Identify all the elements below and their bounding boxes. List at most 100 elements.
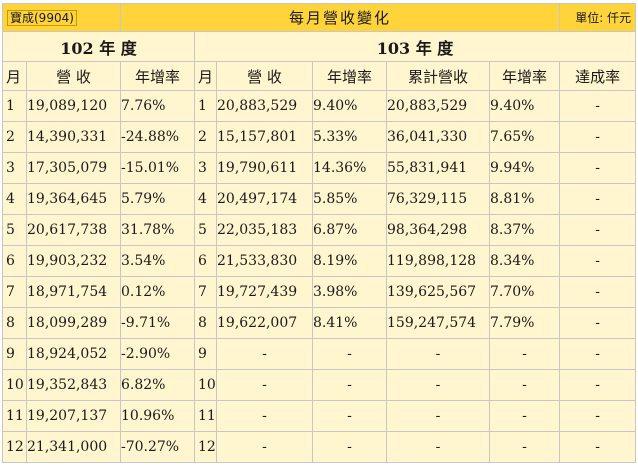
yoy-102-cell: -2.90%: [120, 338, 195, 370]
monthly-revenue-panel: 寶成(9904) 每月營收變化 單位: 仟元 102 年 度 103 年 度 月…: [2, 3, 637, 463]
month-103-cell: 7: [194, 276, 217, 308]
month-103-cell: 12: [194, 431, 217, 463]
page-title: 每月營收變化: [119, 3, 561, 32]
achievement-103-cell: -: [559, 369, 637, 401]
col-header-cumulative-yoy-103: 年增率: [488, 61, 561, 91]
cumulative-103-cell: -: [386, 338, 490, 370]
month-103-cell: 5: [194, 214, 217, 246]
month-102-cell: 12: [2, 431, 27, 463]
yoy-102-cell: 6.82%: [120, 369, 195, 401]
cumulative-yoy-103-cell: -: [488, 431, 561, 463]
month-102-cell: 11: [2, 400, 27, 432]
yoy-102-cell: -70.27%: [120, 431, 195, 463]
revenue-102-cell: 18,099,289: [26, 307, 121, 339]
table-row: 3 17,305,079 -15.01% 3 19,790,611 14.36% 55,83…: [2, 152, 637, 184]
col-header-yoy-102: 年增率: [120, 61, 195, 91]
yoy-103-cell: -: [312, 431, 387, 463]
revenue-102-cell: 17,305,079: [26, 152, 121, 184]
revenue-103-cell: 19,727,439: [216, 276, 313, 308]
revenue-103-cell: 19,622,007: [216, 307, 313, 339]
achievement-103-cell: -: [559, 307, 637, 339]
cumulative-103-cell: 159,247,574: [386, 307, 490, 339]
table-row: 5 20,617,738 31.78% 5 22,035,183 6.87% 98,364,…: [2, 214, 637, 246]
title-row: 寶成(9904) 每月營收變化 單位: 仟元: [2, 3, 637, 32]
column-header-row: 月 營 收 年增率 月 營 收 年增率 累計營收 年增率 達成率: [2, 61, 637, 91]
month-103-cell: 3: [194, 152, 217, 184]
table-row: 6 19,903,232 3.54% 6 21,533,830 8.19% 119,898,…: [2, 245, 637, 277]
table-row: 2 14,390,331 -24.88% 2 15,157,801 5.33% 36,041…: [2, 121, 637, 153]
revenue-103-cell: -: [216, 338, 313, 370]
cumulative-yoy-103-cell: -: [488, 369, 561, 401]
unit-label: 單位: 仟元: [559, 3, 637, 32]
month-102-cell: 7: [2, 276, 27, 308]
col-header-month-102: 月: [2, 61, 27, 91]
cumulative-yoy-103-cell: 7.65%: [488, 121, 561, 153]
month-103-cell: 2: [194, 121, 217, 153]
revenue-102-cell: 19,089,120: [26, 90, 121, 122]
achievement-103-cell: -: [559, 152, 637, 184]
cumulative-103-cell: 119,898,128: [386, 245, 490, 277]
month-102-cell: 3: [2, 152, 27, 184]
col-header-revenue-103: 營 收: [216, 61, 313, 91]
cumulative-103-cell: 36,041,330: [386, 121, 490, 153]
stock-label-cell: 寶成(9904): [2, 3, 121, 32]
achievement-103-cell: -: [559, 183, 637, 215]
revenue-102-cell: 19,352,843: [26, 369, 121, 401]
month-103-cell: 1: [194, 90, 217, 122]
cumulative-yoy-103-cell: 7.79%: [488, 307, 561, 339]
revenue-103-cell: 20,497,174: [216, 183, 313, 215]
month-102-cell: 9: [2, 338, 27, 370]
cumulative-103-cell: 20,883,529: [386, 90, 490, 122]
yoy-103-cell: 5.85%: [312, 183, 387, 215]
revenue-102-cell: 21,341,000: [26, 431, 121, 463]
yoy-102-cell: 10.96%: [120, 400, 195, 432]
year-103-header: 103 年 度: [193, 31, 637, 62]
revenue-103-cell: -: [216, 369, 313, 401]
revenue-103-cell: 15,157,801: [216, 121, 313, 153]
cumulative-yoy-103-cell: 8.34%: [488, 245, 561, 277]
revenue-102-cell: 18,971,754: [26, 276, 121, 308]
month-103-cell: 4: [194, 183, 217, 215]
cumulative-yoy-103-cell: -: [488, 338, 561, 370]
cumulative-103-cell: 139,625,567: [386, 276, 490, 308]
achievement-103-cell: -: [559, 431, 637, 463]
table-row: 4 19,364,645 5.79% 4 20,497,174 5.85% 76,329,1…: [2, 183, 637, 215]
achievement-103-cell: -: [559, 338, 637, 370]
col-header-cumulative-103: 累計營收: [386, 61, 490, 91]
month-102-cell: 8: [2, 307, 27, 339]
cumulative-yoy-103-cell: 9.94%: [488, 152, 561, 184]
yoy-103-cell: 6.87%: [312, 214, 387, 246]
cumulative-103-cell: 55,831,941: [386, 152, 490, 184]
cumulative-103-cell: 76,329,115: [386, 183, 490, 215]
cumulative-yoy-103-cell: 8.81%: [488, 183, 561, 215]
table-row: 12 21,341,000 -70.27% 12- - - - -: [2, 431, 637, 463]
yoy-102-cell: 31.78%: [120, 214, 195, 246]
achievement-103-cell: -: [559, 214, 637, 246]
cumulative-103-cell: 98,364,298: [386, 214, 490, 246]
year-102-header: 102 年 度: [2, 31, 195, 62]
yoy-102-cell: -15.01%: [120, 152, 195, 184]
revenue-102-cell: 18,924,052: [26, 338, 121, 370]
yoy-102-cell: 7.76%: [120, 90, 195, 122]
year-header-row: 102 年 度 103 年 度: [2, 31, 637, 62]
month-103-cell: 6: [194, 245, 217, 277]
cumulative-yoy-103-cell: 8.37%: [488, 214, 561, 246]
yoy-102-cell: 5.79%: [120, 183, 195, 215]
yoy-102-cell: -9.71%: [120, 307, 195, 339]
yoy-103-cell: 3.98%: [312, 276, 387, 308]
revenue-103-cell: 21,533,830: [216, 245, 313, 277]
revenue-103-cell: 22,035,183: [216, 214, 313, 246]
revenue-103-cell: -: [216, 431, 313, 463]
achievement-103-cell: -: [559, 276, 637, 308]
achievement-103-cell: -: [559, 400, 637, 432]
yoy-103-cell: 9.40%: [312, 90, 387, 122]
month-102-cell: 10: [2, 369, 27, 401]
yoy-103-cell: -: [312, 400, 387, 432]
revenue-103-cell: 19,790,611: [216, 152, 313, 184]
month-102-cell: 5: [2, 214, 27, 246]
yoy-102-cell: -24.88%: [120, 121, 195, 153]
yoy-102-cell: 0.12%: [120, 276, 195, 308]
table-row: 10 19,352,843 6.82% 10- - - - -: [2, 369, 637, 401]
month-102-cell: 1: [2, 90, 27, 122]
revenue-103-cell: 20,883,529: [216, 90, 313, 122]
